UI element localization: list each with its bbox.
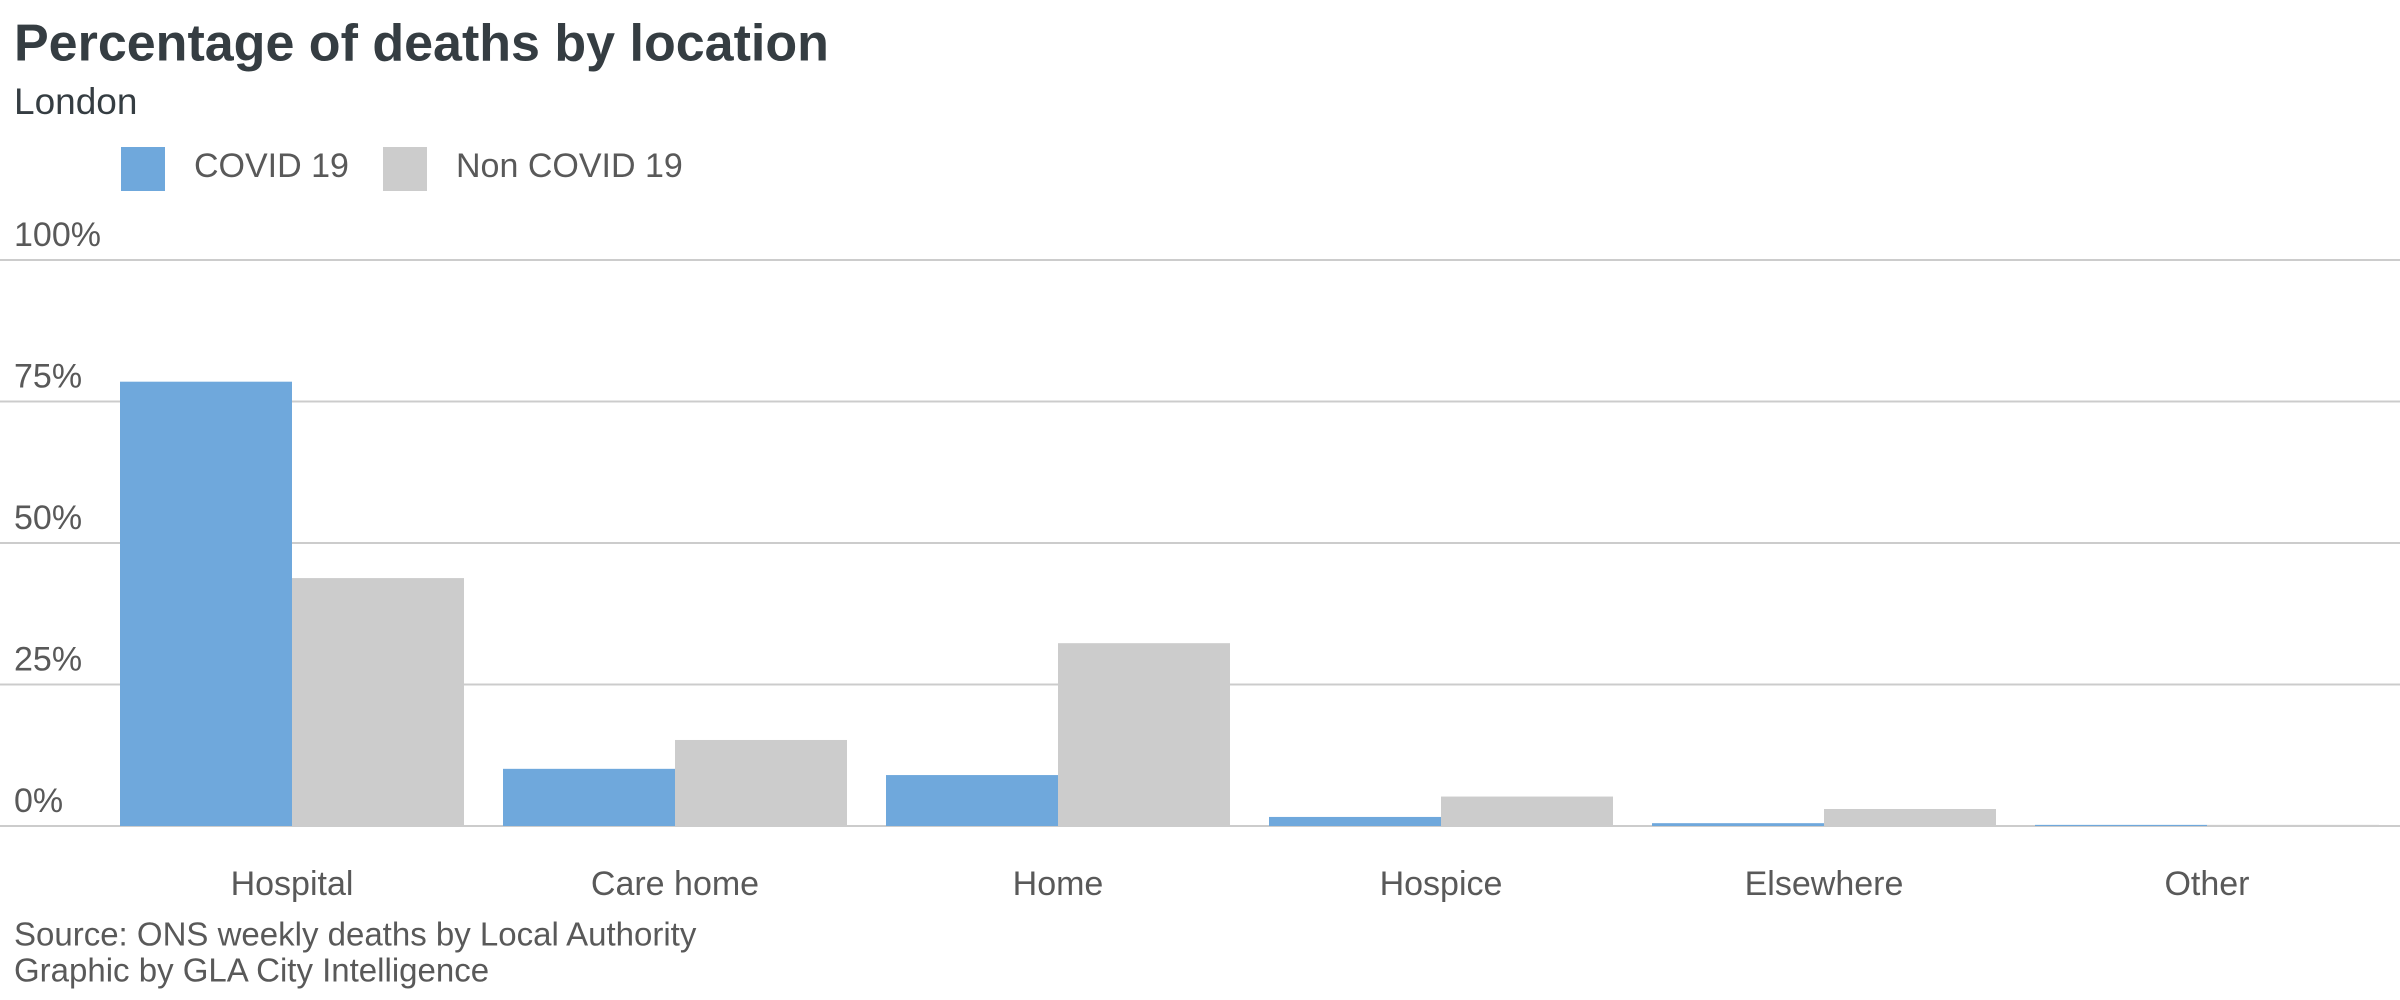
y-tick-label: 50%	[14, 499, 82, 537]
x-tick-label: Other	[2164, 865, 2249, 903]
bar	[292, 578, 464, 826]
y-tick-label: 0%	[14, 782, 63, 820]
bar	[2035, 824, 2207, 826]
bar	[1269, 816, 1441, 826]
legend-label: Non COVID 19	[456, 147, 683, 185]
x-tick-label: Hospice	[1380, 865, 1503, 903]
x-tick-label: Home	[1013, 865, 1104, 903]
x-tick-label: Care home	[591, 865, 759, 903]
bar	[503, 768, 675, 826]
legend-swatch	[121, 147, 165, 191]
bar	[1058, 643, 1230, 826]
bar	[2207, 824, 2379, 826]
chart-subtitle: London	[14, 81, 137, 122]
source-text: Source: ONS weekly deaths by Local Autho…	[14, 916, 697, 953]
bar	[675, 739, 847, 826]
bar	[1652, 823, 1824, 826]
legend-swatch	[383, 147, 427, 191]
bar	[1824, 809, 1996, 826]
bar	[1441, 796, 1613, 826]
chart-title: Percentage of deaths by location	[14, 15, 829, 73]
legend-label: COVID 19	[194, 147, 349, 185]
x-tick-label: Elsewhere	[1745, 865, 1904, 903]
bar	[120, 381, 292, 826]
x-tick-label: Hospital	[231, 865, 354, 903]
bar	[886, 775, 1058, 826]
y-tick-label: 25%	[14, 640, 82, 678]
y-tick-label: 100%	[14, 216, 101, 254]
y-tick-label: 75%	[14, 357, 82, 395]
credit-text: Graphic by GLA City Intelligence	[14, 952, 489, 989]
